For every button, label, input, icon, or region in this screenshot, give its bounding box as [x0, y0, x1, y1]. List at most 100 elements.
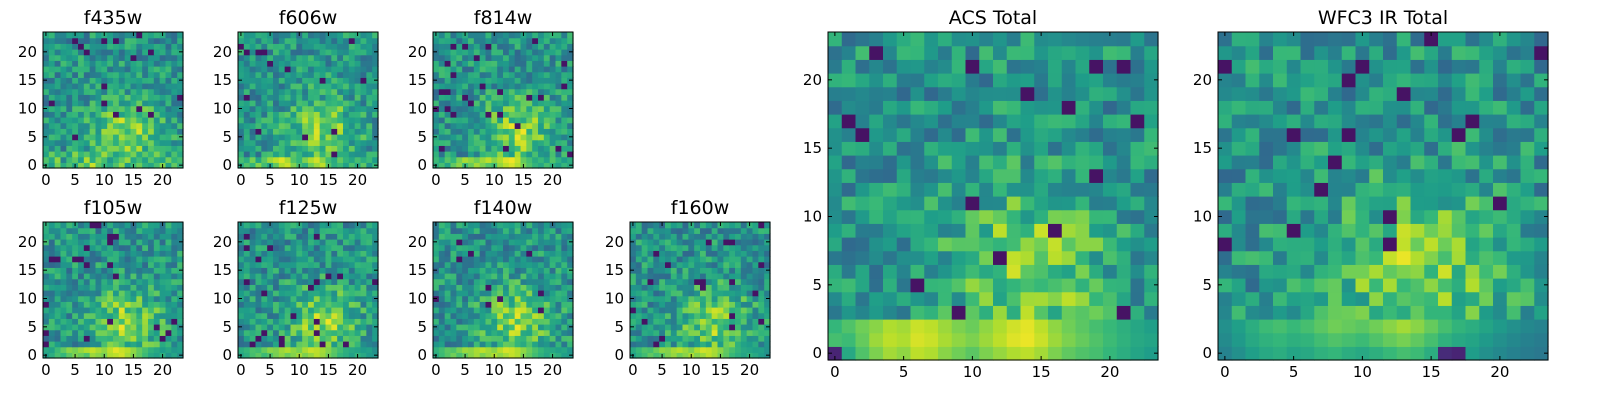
heatmap-cell	[284, 162, 292, 169]
heatmap-cell	[456, 352, 463, 359]
heatmap-cell	[543, 318, 551, 325]
heatmap-cell	[479, 346, 487, 353]
heatmap-cell	[497, 233, 504, 240]
heatmap-cell	[841, 209, 857, 224]
heatmap-cell	[136, 60, 143, 67]
heatmap-cell	[72, 244, 79, 251]
heatmap-cell	[101, 100, 108, 107]
heatmap-cell	[354, 312, 362, 319]
heatmap-cell	[503, 256, 510, 263]
heatmap-cell	[1116, 73, 1132, 88]
axes-frame	[42, 31, 184, 169]
heatmap-cell	[284, 295, 292, 302]
heatmap-cell	[694, 352, 701, 359]
heatmap-cell	[514, 66, 522, 73]
heatmap-cell	[267, 284, 274, 291]
heatmap-cell	[302, 341, 309, 348]
heatmap-cell	[1245, 305, 1260, 320]
heatmap-cell	[43, 307, 50, 314]
x-tick-label: 20	[543, 361, 562, 379]
heatmap-cell	[456, 88, 463, 95]
heatmap-cell	[48, 43, 56, 50]
heatmap-cell	[78, 32, 85, 39]
heatmap-cell	[647, 256, 654, 263]
heatmap-cell	[296, 267, 303, 274]
heatmap-cell	[124, 105, 132, 112]
heatmap-cell	[444, 222, 452, 229]
heatmap-cell	[717, 318, 724, 325]
heatmap-cell	[473, 295, 481, 302]
heatmap-cell	[124, 139, 132, 146]
heatmap-cell	[249, 66, 257, 73]
heatmap-cell	[468, 151, 475, 158]
heatmap-cell	[450, 83, 457, 90]
heatmap-cell	[1341, 291, 1357, 306]
heatmap-cell	[177, 151, 184, 158]
heatmap-cell	[526, 151, 533, 158]
heatmap-cell	[136, 318, 143, 325]
heatmap-cell	[319, 346, 327, 353]
heatmap-cell	[561, 94, 568, 101]
heatmap-cell	[1075, 346, 1090, 361]
heatmap-cell	[883, 100, 898, 115]
heatmap-cell	[924, 127, 939, 142]
heatmap-cell	[148, 60, 155, 67]
heatmap-cell	[1006, 59, 1022, 74]
heatmap-cell	[438, 239, 446, 246]
heatmap-cell	[1020, 86, 1035, 101]
heatmap-cell	[444, 77, 452, 84]
heatmap-cell	[526, 139, 533, 146]
heatmap-cell	[462, 284, 469, 291]
heatmap-cell	[366, 329, 373, 336]
heatmap-cell	[101, 94, 108, 101]
heatmap-cell	[567, 32, 574, 39]
heatmap-cell	[561, 301, 568, 308]
heatmap-cell	[869, 278, 884, 293]
heatmap-cell	[284, 66, 292, 73]
heatmap-cell	[1438, 319, 1453, 334]
heatmap-cell	[485, 139, 492, 146]
heatmap-cell	[828, 196, 843, 211]
heatmap-cell	[450, 307, 457, 314]
heatmap-cell	[366, 244, 373, 251]
heatmap-cell	[473, 329, 481, 336]
heatmap-cell	[72, 77, 79, 84]
heatmap-cell	[450, 37, 457, 44]
heatmap-cell	[48, 94, 56, 101]
heatmap-cell	[567, 83, 574, 90]
heatmap-cell	[284, 273, 292, 280]
heatmap-cell	[549, 49, 557, 56]
heatmap-cell	[331, 145, 338, 152]
heatmap-cell	[855, 223, 870, 238]
heatmap-cell	[752, 329, 759, 336]
heatmap-cell	[249, 71, 257, 78]
heatmap-cell	[543, 122, 551, 129]
heatmap-cell	[503, 273, 510, 280]
heatmap-cell	[372, 290, 379, 297]
heatmap-cell	[468, 100, 475, 107]
heatmap-cell	[278, 151, 286, 158]
heatmap-cell	[113, 307, 120, 314]
heatmap-cell	[567, 122, 574, 129]
heatmap-cell	[514, 227, 522, 234]
heatmap-cell	[118, 341, 126, 348]
heatmap-cell	[1103, 168, 1118, 183]
heatmap-cell	[491, 88, 498, 95]
heatmap-cell	[520, 312, 527, 319]
heatmap-cell	[514, 335, 522, 342]
heatmap-cell	[1259, 305, 1274, 320]
heatmap-cell	[319, 267, 327, 274]
heatmap-cell	[520, 250, 527, 257]
heatmap-cell	[290, 290, 297, 297]
heatmap-cell	[313, 341, 321, 348]
heatmap-cell	[555, 83, 562, 90]
heatmap-cell	[255, 278, 262, 285]
heatmap-cell	[1273, 346, 1288, 361]
heatmap-cell	[354, 341, 362, 348]
heatmap-cell	[313, 145, 321, 152]
heatmap-cell	[635, 324, 643, 331]
heatmap-cell	[243, 156, 251, 163]
heatmap-cell	[142, 273, 149, 280]
heatmap-cell	[308, 250, 315, 257]
